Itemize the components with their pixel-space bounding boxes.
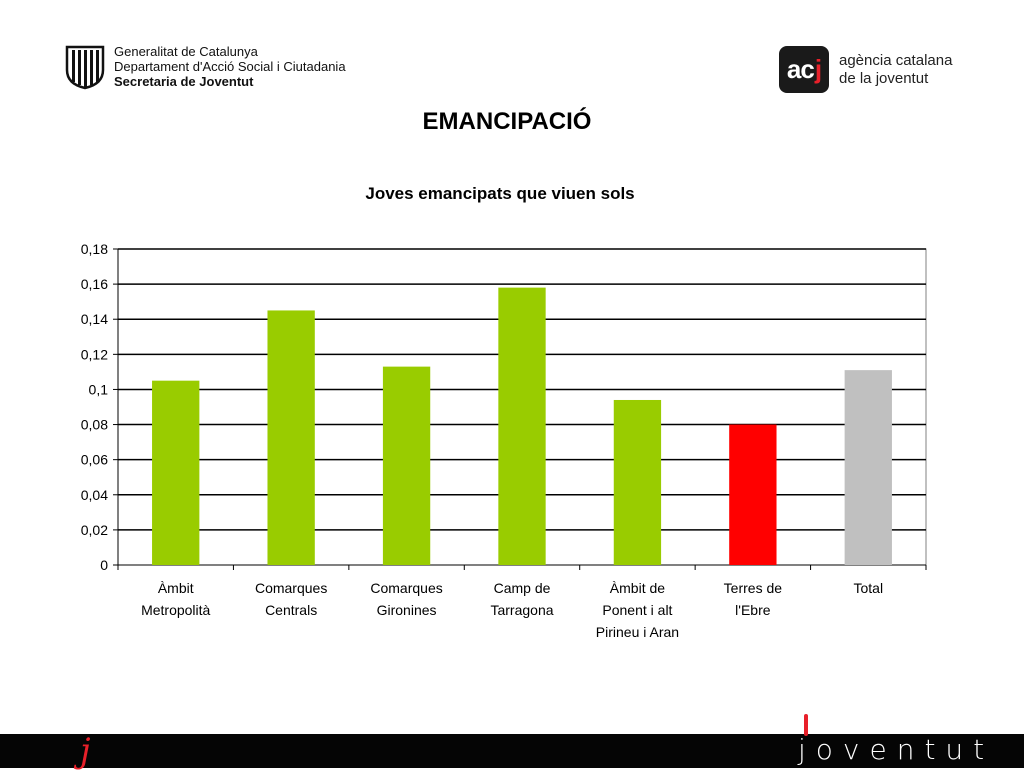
x-tick-label: Pirineu i Aran [596,624,679,640]
bar [613,399,662,565]
gen-line-3: Secretaria de Joventut [114,74,254,89]
x-tick-label: Àmbit de [610,580,665,596]
bar [498,287,546,565]
acj-box-j: j [814,54,822,84]
y-tick-label: 0,08 [81,417,108,433]
generalitat-text: Generalitat de Catalunya Departament d'A… [114,44,346,89]
x-tick-label: Terres de [724,580,783,596]
x-tick-label: Tarragona [490,602,553,618]
acj-logo-icon: ac j [779,46,829,93]
x-tick-label: Ponent i alt [602,602,672,618]
y-tick-label: 0,14 [81,311,108,327]
y-tick-label: 0,06 [81,452,108,468]
acj-line-2: de la joventut [839,69,929,87]
y-tick-label: 0,02 [81,522,108,538]
y-tick-label: 0 [100,557,108,573]
generalitat-logo-icon [65,45,105,90]
chart-title: Joves emancipats que viuen sols [365,184,635,203]
page-title: EMANCIPACIÓ [422,108,592,135]
y-tick-label: 0,18 [81,241,108,257]
y-tick-label: 0,1 [89,381,109,397]
x-tick-label: Total [853,580,883,596]
footer-bar: j joventut [0,714,1024,771]
bar [152,380,200,565]
x-tick-label: Comarques [255,580,327,596]
footer-j-mark: j [80,731,91,771]
gen-line-2: Departament d'Acció Social i Ciutadania [114,59,346,74]
x-tick-label: Centrals [265,602,317,618]
x-tick-label: Metropolità [141,602,210,618]
gen-line-1: Generalitat de Catalunya [114,44,258,59]
x-tick-label: l'Ebre [735,602,771,618]
x-tick-label: Comarques [370,580,442,596]
x-tick-label: Àmbit [158,580,194,596]
footer-red-dot-icon [804,714,808,736]
y-tick-label: 0,16 [81,276,108,292]
bar [844,370,892,565]
y-tick-label: 0,04 [81,487,108,503]
x-tick-label: Gironines [377,602,437,618]
bar-chart: 0 0,02 0,04 0,06 0,08 0,1 0,12 0,14 0,16 0,18 Àmbi… [81,241,927,640]
acj-box-text: ac [786,54,815,84]
generalitat-header: Generalitat de Catalunya Departament d'A… [64,44,346,92]
y-tick-label: 0,12 [81,346,108,362]
acj-logo: ac j agència catalana de la joventut [779,46,952,93]
bar [382,366,431,565]
footer-brand: joventut [798,733,995,766]
bar [729,424,777,565]
bar [267,310,315,565]
acj-text: agència catalana de la joventut [839,52,952,88]
acj-line-1: agència catalana [839,51,953,69]
x-tick-label: Camp de [494,580,551,596]
